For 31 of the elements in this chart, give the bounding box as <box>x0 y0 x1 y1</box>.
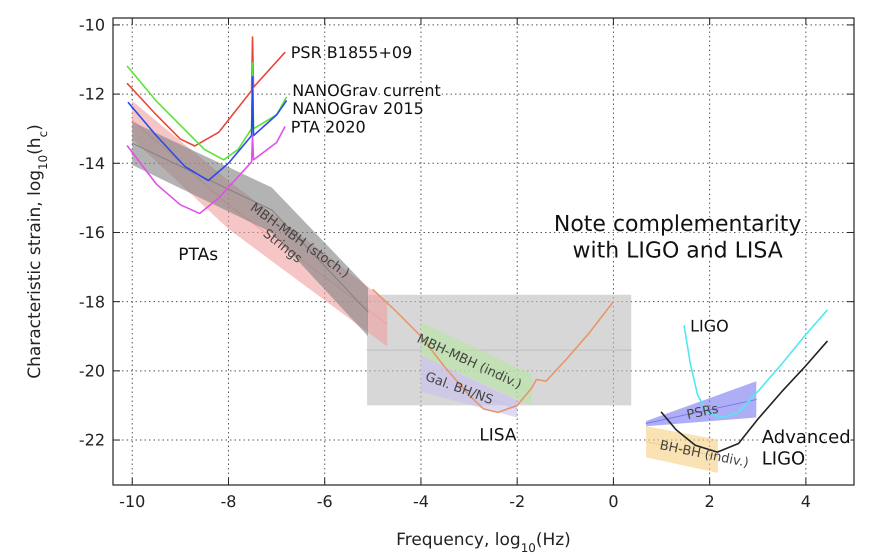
y-tick-label: -20 <box>78 361 105 380</box>
y-tick-label: -10 <box>78 16 105 35</box>
annotation: PTA 2020 <box>290 118 366 137</box>
annotation: NANOGrav current <box>292 80 441 100</box>
line-series <box>372 288 614 414</box>
annotation: LISA <box>479 425 517 446</box>
y-tick-label: -22 <box>78 430 105 450</box>
annotation: Note complementarity with LIGO and LISA <box>554 212 802 264</box>
x-tick-label: 4 <box>800 492 811 511</box>
line-series <box>683 310 828 418</box>
annotation: PSR B1855+09 <box>290 43 412 62</box>
annotation: NANOGrav 2015 <box>292 98 424 118</box>
y-tick-label: -16 <box>78 223 105 242</box>
x-tick-label: -6 <box>316 492 333 511</box>
x-axis-title: Frequency, log$_{10}$(Hz) <box>396 530 571 553</box>
x-tick-label: 0 <box>608 492 619 511</box>
annotation: BH-BH (indiv.) <box>658 438 750 471</box>
x-tick-label: -8 <box>220 492 236 511</box>
line-series <box>128 76 288 182</box>
annotation: LIGO <box>690 316 729 336</box>
y-tick-label: -14 <box>78 154 105 173</box>
x-tick-label: -4 <box>412 492 429 511</box>
y-tick-label: -18 <box>78 292 105 312</box>
x-tick-label: 2 <box>704 492 715 511</box>
annotation: Advanced LIGO <box>762 426 851 470</box>
x-tick-label: -2 <box>509 492 526 511</box>
annotation: PTAs <box>178 244 218 265</box>
line-series <box>126 36 286 147</box>
y-tick-label: -12 <box>78 84 105 104</box>
x-tick-label: -10 <box>119 492 146 511</box>
annotation: PSRs <box>685 402 720 424</box>
